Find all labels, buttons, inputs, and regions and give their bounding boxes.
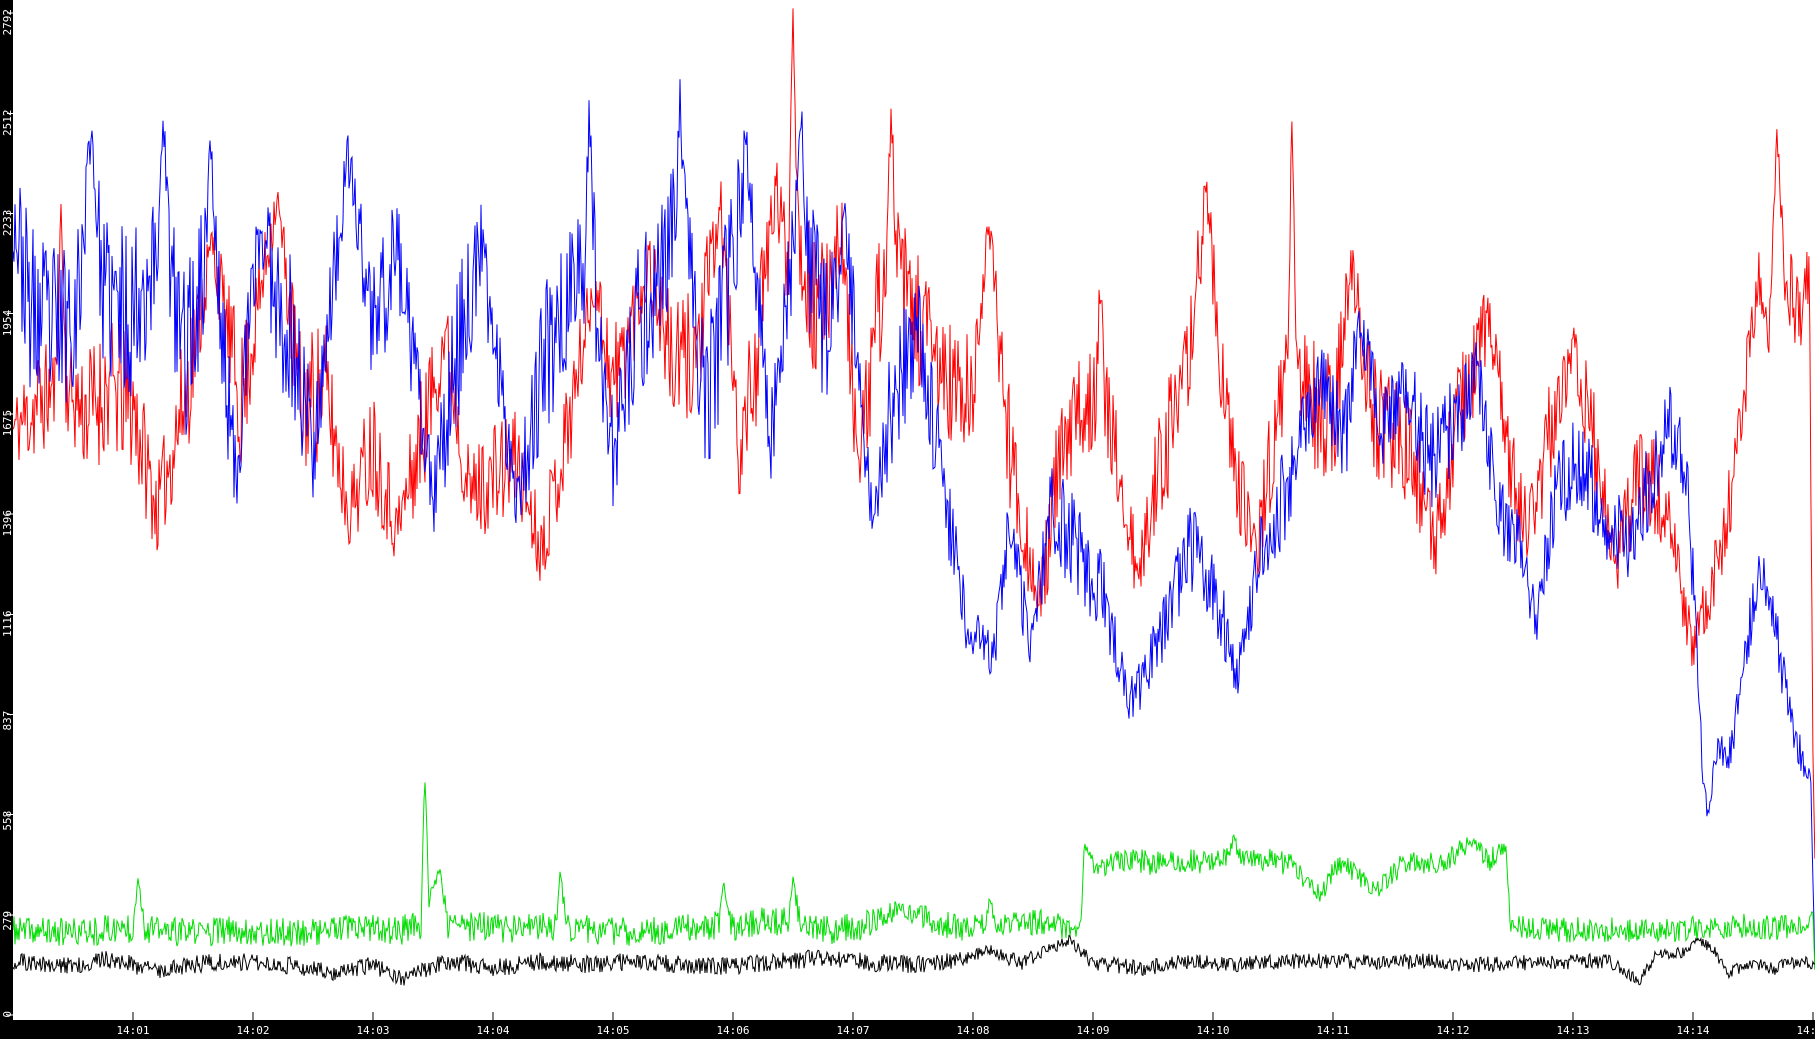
x-tick-label: 14:13 (1556, 1024, 1589, 1037)
x-tick-label: 14:04 (476, 1024, 509, 1037)
x-tick-label: 14:12 (1436, 1024, 1469, 1037)
y-tick-label: 2512 (1, 110, 14, 137)
green-series-trace (12, 782, 1815, 971)
x-tick-label: 14:05 (596, 1024, 629, 1037)
x-tick-label: 14:08 (956, 1024, 989, 1037)
y-tick-label: 1396 (1, 510, 14, 537)
y-tick-label: 2792 (1, 9, 14, 36)
x-tick-label: 14:10 (1196, 1024, 1229, 1037)
blue-series-trace (12, 79, 1815, 970)
x-tick-label: 14:06 (716, 1024, 749, 1037)
y-tick-label: 1116 (1, 611, 14, 638)
x-axis-bar (0, 1020, 1815, 1039)
y-tick-label: 1954 (1, 309, 14, 336)
x-tick-label: 14:11 (1316, 1024, 1349, 1037)
x-axis-ticks (132, 1012, 1814, 1020)
x-axis-labels: 14:01 14:02 14:03 14:04 14:05 14:06 14:07 14:08… (116, 1024, 1815, 1037)
y-tick-label: 0 (1, 1011, 14, 1018)
x-tick-label: 14:03 (356, 1024, 389, 1037)
y-tick-label: 558 (1, 811, 14, 831)
series-lines (12, 8, 1815, 986)
x-tick-label: 14:15 (1796, 1024, 1815, 1037)
y-axis-bar (0, 0, 13, 1039)
red-series-trace (12, 8, 1815, 859)
x-tick-label: 14:02 (236, 1024, 269, 1037)
y-tick-label: 2233 (1, 210, 14, 237)
y-tick-label: 279 (1, 911, 14, 931)
y-axis-labels: 0 279 558 837 1116 1396 1675 1954 2233 2512 2792 (1, 9, 14, 1018)
black-series-trace (12, 934, 1815, 986)
x-tick-label: 14:01 (116, 1024, 149, 1037)
x-tick-label: 14:09 (1076, 1024, 1109, 1037)
y-tick-label: 1675 (1, 410, 14, 437)
x-tick-label: 14:14 (1676, 1024, 1709, 1037)
x-tick-label: 14:07 (836, 1024, 869, 1037)
y-tick-label: 837 (1, 711, 14, 731)
y-axis-ticks (7, 12, 13, 1016)
